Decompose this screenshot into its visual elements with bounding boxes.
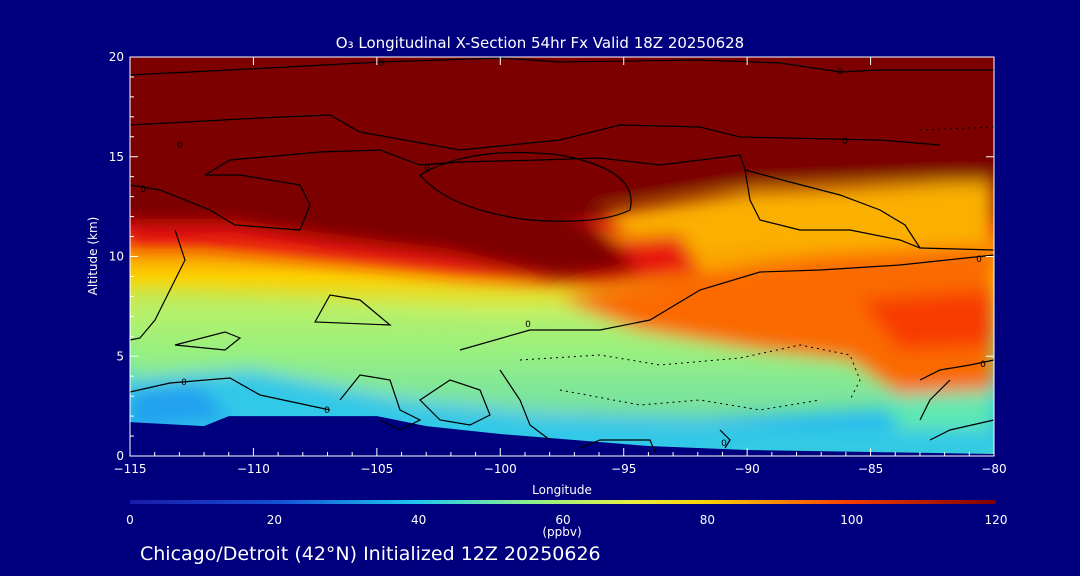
colorbar-ticks: 0 20 40 60 80 100 120 (126, 513, 1007, 527)
x-tick-label: −110 (237, 462, 270, 476)
terrain (130, 416, 994, 456)
colorbar-tick-label: 60 (555, 513, 570, 527)
y-tick-label: 20 (109, 50, 124, 64)
x-tick-label: −95 (611, 462, 636, 476)
contour-label: 0 (378, 59, 384, 69)
chart-title: O₃ Longitudinal X-Section 54hr Fx Valid … (335, 34, 745, 52)
colorbar-tick-label: 120 (985, 513, 1008, 527)
contour-lines (129, 57, 995, 453)
dotted-contours (519, 126, 995, 411)
y-tick-label: 15 (109, 150, 124, 164)
x-tick-label: −85 (858, 462, 883, 476)
colorbar-label: (ppbv) (542, 525, 581, 539)
y-axis-label: Altitude (km) (86, 217, 100, 296)
colorbar-tick-label: 0 (126, 513, 134, 527)
y-tick-label: 0 (116, 449, 124, 463)
contour-label: 0 (976, 255, 982, 265)
y-axis: 0 5 10 15 20 (109, 50, 994, 463)
x-tick-label: −90 (734, 462, 759, 476)
contour-label: 0 (980, 360, 986, 370)
colorbar (130, 500, 996, 504)
contour-label: 0 (177, 141, 183, 151)
colorbar-tick-label: 40 (411, 513, 426, 527)
ozone-field (130, 57, 994, 456)
contour-label: 0 (525, 320, 531, 330)
contour-label: 0 (721, 439, 727, 449)
y-tick-label: 5 (116, 349, 124, 363)
footer-caption: Chicago/Detroit (42°N) Initialized 12Z 2… (140, 543, 601, 565)
contour-label: 0 (324, 406, 330, 416)
contour-label: 0 (140, 185, 146, 195)
x-axis: −115 −110 −105 −100 −95 −90 −85 −80 (114, 57, 1007, 476)
x-tick-label: −115 (114, 462, 147, 476)
colorbar-tick-label: 20 (267, 513, 282, 527)
y-tick-label: 10 (109, 250, 124, 264)
x-tick-label: −105 (360, 462, 393, 476)
x-axis-label: Longitude (532, 483, 592, 497)
x-tick-label: −80 (981, 462, 1006, 476)
colorbar-tick-label: 80 (700, 513, 715, 527)
contour-label: 0 (181, 378, 187, 388)
contour-label: 0 (837, 67, 843, 77)
contour-label: 0 (842, 137, 848, 147)
colorbar-tick-label: 100 (840, 513, 863, 527)
x-tick-label: −100 (484, 462, 517, 476)
contour-label: 0 (424, 164, 430, 174)
